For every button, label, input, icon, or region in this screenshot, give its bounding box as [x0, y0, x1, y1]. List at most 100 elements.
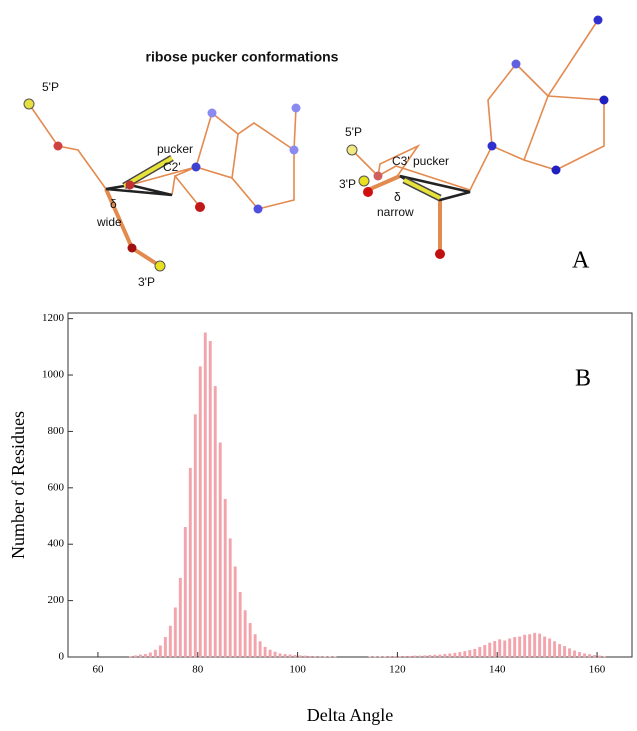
bar: [593, 655, 595, 657]
label: 3'P: [138, 275, 155, 289]
bar: [294, 655, 296, 657]
atom: [24, 99, 301, 271]
bar: [508, 639, 510, 657]
bar: [394, 656, 396, 657]
bar: [603, 656, 605, 657]
bar: [419, 656, 421, 657]
panel-b: B Delta Angle Number of Residues 0200400…: [8, 312, 632, 725]
bar: [219, 443, 221, 657]
x-tick-label: 120: [389, 664, 406, 676]
bar: [409, 656, 411, 657]
panel-label: A: [572, 248, 590, 274]
bar: [583, 654, 585, 657]
bar: [214, 386, 216, 657]
bar: [493, 641, 495, 657]
label: 3'P: [339, 177, 356, 191]
bar: [224, 499, 226, 657]
label: C2': [163, 160, 181, 174]
bar: [434, 655, 436, 657]
label: 5'P: [345, 125, 362, 139]
bar: [204, 333, 206, 657]
bar: [284, 654, 286, 657]
bar: [518, 637, 520, 657]
label: wide: [96, 215, 122, 229]
bar: [164, 637, 166, 657]
bond: [352, 20, 604, 190]
atom: [347, 16, 609, 260]
bar: [424, 656, 426, 657]
bar: [503, 641, 505, 657]
bar: [543, 637, 545, 657]
bar: [289, 655, 291, 657]
label: narrow: [377, 205, 414, 219]
y-tick-label: 0: [59, 651, 65, 663]
bar: [319, 656, 321, 657]
bar: [309, 656, 311, 657]
bar: [558, 644, 560, 657]
label: pucker: [157, 142, 193, 156]
bar: [169, 626, 171, 657]
x-tick-label: 60: [92, 664, 104, 676]
bar: [239, 592, 241, 657]
bar: [573, 651, 575, 657]
bar: [194, 415, 196, 657]
bar: [464, 651, 466, 657]
bar: [449, 654, 451, 657]
bar: [548, 639, 550, 657]
bar: [528, 634, 530, 657]
bar: [563, 646, 565, 657]
y-tick-label: 600: [48, 481, 65, 493]
bar: [189, 468, 191, 657]
label: C3' pucker: [392, 154, 449, 168]
bar: [578, 652, 580, 657]
bar: [129, 656, 131, 657]
bar: [414, 656, 416, 657]
y-tick-label: 1200: [42, 312, 65, 324]
bar: [444, 654, 446, 657]
bar: [234, 567, 236, 657]
bar: [498, 640, 500, 657]
bar: [479, 647, 481, 657]
bar: [299, 656, 301, 657]
bar: [439, 655, 441, 657]
bar: [134, 656, 136, 657]
bar: [568, 649, 570, 657]
bar: [598, 656, 600, 657]
bar: [269, 650, 271, 657]
y-tick-label: 1000: [42, 369, 65, 381]
bar: [314, 656, 316, 657]
bar: [139, 655, 141, 657]
bar: [404, 656, 406, 657]
bar: [229, 539, 231, 657]
bar: [588, 654, 590, 657]
bar: [154, 650, 156, 657]
y-tick-label: 400: [48, 538, 65, 550]
bar: [454, 653, 456, 657]
x-tick-label: 80: [192, 664, 204, 676]
bar: [244, 610, 246, 657]
panel-label: B: [575, 366, 591, 392]
bar: [159, 646, 161, 657]
bar: [389, 656, 391, 657]
panel-a: ribose pucker conformations: [24, 16, 609, 290]
bar: [474, 649, 476, 657]
x-tick-label: 140: [489, 664, 506, 676]
y-tick-label: 800: [48, 425, 65, 437]
label: δ: [110, 197, 117, 211]
bar: [249, 623, 251, 657]
bar: [209, 341, 211, 657]
bar: [429, 655, 431, 657]
label: 5'P: [42, 80, 59, 94]
bar: [179, 578, 181, 657]
bar: [489, 643, 491, 657]
bar: [533, 633, 535, 657]
y-axis-label: Number of Residues: [8, 411, 28, 559]
plot-frame: [68, 313, 632, 657]
bar: [259, 641, 261, 657]
bar: [184, 527, 186, 657]
bar: [469, 650, 471, 657]
bar: [144, 654, 146, 657]
bar: [274, 652, 276, 657]
bar: [279, 654, 281, 657]
